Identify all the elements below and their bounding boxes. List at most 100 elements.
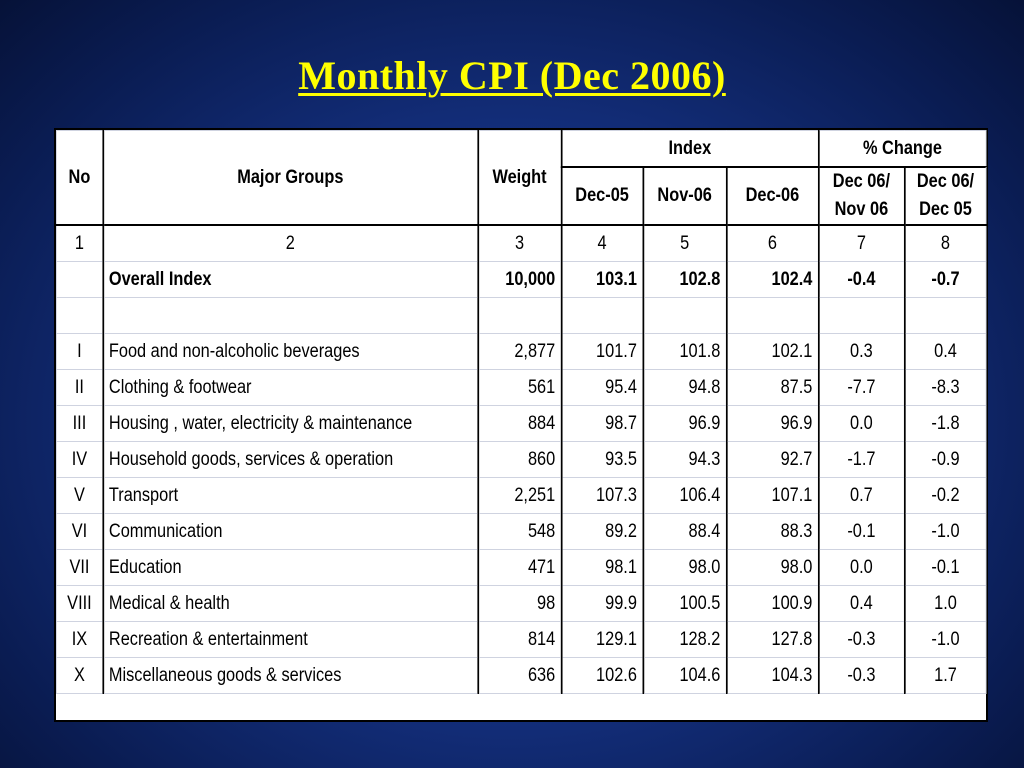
row-chg-mom: -0.3 xyxy=(817,657,905,694)
row-nov06: 101.8 xyxy=(642,333,727,370)
row-major-group: Communication xyxy=(102,513,479,550)
row-chg-mom: 0.7 xyxy=(817,477,905,514)
row-dec05: 98.1 xyxy=(560,549,644,586)
row-dec05: 102.6 xyxy=(560,657,644,694)
header-no: No xyxy=(56,130,104,226)
row-dec06: 100.9 xyxy=(725,585,819,622)
row-dec06: 87.5 xyxy=(725,369,819,406)
table-row: X Miscellaneous goods & services 636 102.6 1… xyxy=(56,657,987,694)
row-major-group: Transport xyxy=(102,477,479,514)
cpi-table-container: No Major Groups Weight Index % Change De… xyxy=(54,128,988,722)
row-major-group: Household goods, services & operation xyxy=(102,441,479,478)
row-no: IV xyxy=(56,441,104,478)
row-dec05: 129.1 xyxy=(560,621,644,658)
overall-chg-yoy: -0.7 xyxy=(903,261,987,298)
row-dec06: 88.3 xyxy=(725,513,819,550)
overall-dec06: 102.4 xyxy=(725,261,819,298)
row-dec05: 95.4 xyxy=(560,369,644,406)
row-weight: 2,877 xyxy=(476,333,562,370)
column-number: 5 xyxy=(642,224,727,262)
row-dec05: 98.7 xyxy=(560,405,644,442)
column-number: 1 xyxy=(56,224,104,262)
row-chg-mom: -0.1 xyxy=(817,513,905,550)
row-major-group: Food and non-alcoholic beverages xyxy=(102,333,479,370)
row-chg-yoy: 1.7 xyxy=(903,657,987,694)
row-major-group: Education xyxy=(102,549,479,586)
cpi-table: No Major Groups Weight Index % Change De… xyxy=(56,130,987,694)
header-dec05: Dec-05 xyxy=(560,166,644,226)
row-major-group: Recreation & entertainment xyxy=(102,621,479,658)
row-weight: 860 xyxy=(476,441,562,478)
row-nov06: 98.0 xyxy=(642,549,727,586)
row-chg-yoy: -1.0 xyxy=(903,621,987,658)
row-nov06: 104.6 xyxy=(642,657,727,694)
row-dec06: 104.3 xyxy=(725,657,819,694)
header-index-group: Index xyxy=(560,130,819,168)
header-change-mom: Dec 06/ Nov 06 xyxy=(817,166,905,226)
row-chg-mom: -7.7 xyxy=(817,369,905,406)
row-dec05: 101.7 xyxy=(560,333,644,370)
row-dec06: 102.1 xyxy=(725,333,819,370)
row-chg-yoy: -1.0 xyxy=(903,513,987,550)
table-row: I Food and non-alcoholic beverages 2,877 10… xyxy=(56,333,987,370)
overall-nov06: 102.8 xyxy=(642,261,727,298)
row-chg-yoy: -8.3 xyxy=(903,369,987,406)
row-nov06: 100.5 xyxy=(642,585,727,622)
spacer-row xyxy=(56,297,987,334)
header-change-yoy-line2: Dec 05 xyxy=(919,199,972,220)
row-chg-mom: -0.3 xyxy=(817,621,905,658)
column-number: 8 xyxy=(903,224,987,262)
row-dec05: 107.3 xyxy=(560,477,644,514)
table-row: IV Household goods, services & operation 8… xyxy=(56,441,987,478)
row-weight: 636 xyxy=(476,657,562,694)
row-major-group: Housing , water, electricity & maintenan… xyxy=(102,405,479,442)
row-chg-yoy: -1.8 xyxy=(903,405,987,442)
column-number: 2 xyxy=(102,224,479,262)
row-chg-mom: 0.0 xyxy=(817,405,905,442)
header-change-mom-line2: Nov 06 xyxy=(834,199,889,220)
header-nov06: Nov-06 xyxy=(642,166,727,226)
table-row: VI Communication 548 89.2 88.4 88.3 -0.1 -1.0 xyxy=(56,513,987,550)
row-no: V xyxy=(56,477,104,514)
header-change-group: % Change xyxy=(817,130,987,168)
table-row: V Transport 2,251 107.3 106.4 107.1 0.7 -0.2 xyxy=(56,477,987,514)
row-nov06: 128.2 xyxy=(642,621,727,658)
table-row: IX Recreation & entertainment 814 129.1 128.… xyxy=(56,621,987,658)
row-major-group: Medical & health xyxy=(102,585,479,622)
row-no: VII xyxy=(56,549,104,586)
overall-no xyxy=(56,261,104,298)
row-nov06: 106.4 xyxy=(642,477,727,514)
row-major-group: Clothing & footwear xyxy=(102,369,479,406)
overall-dec05: 103.1 xyxy=(560,261,644,298)
table-body: I Food and non-alcoholic beverages 2,877 10… xyxy=(56,333,987,694)
column-number: 6 xyxy=(725,224,819,262)
row-nov06: 88.4 xyxy=(642,513,727,550)
header-weight: Weight xyxy=(476,130,562,226)
table-row: II Clothing & footwear 561 95.4 94.8 87.5 -7.7… xyxy=(56,369,987,406)
header-change-yoy: Dec 06/ Dec 05 xyxy=(903,166,987,226)
row-major-group: Miscellaneous goods & services xyxy=(102,657,479,694)
overall-index-row: Overall Index 10,000 103.1 102.8 102.4 -… xyxy=(56,261,987,298)
overall-weight: 10,000 xyxy=(476,261,562,298)
row-weight: 561 xyxy=(476,369,562,406)
row-nov06: 96.9 xyxy=(642,405,727,442)
row-dec06: 96.9 xyxy=(725,405,819,442)
row-chg-mom: 0.3 xyxy=(817,333,905,370)
row-no: X xyxy=(56,657,104,694)
row-weight: 2,251 xyxy=(476,477,562,514)
overall-label: Overall Index xyxy=(102,261,479,298)
row-weight: 884 xyxy=(476,405,562,442)
table-row: III Housing , water, electricity & mainte… xyxy=(56,405,987,442)
row-no: III xyxy=(56,405,104,442)
row-weight: 814 xyxy=(476,621,562,658)
row-chg-yoy: -0.1 xyxy=(903,549,987,586)
row-chg-yoy: -0.9 xyxy=(903,441,987,478)
row-dec05: 89.2 xyxy=(560,513,644,550)
column-number-row: 1 2 3 4 5 6 7 8 xyxy=(56,224,987,262)
row-dec05: 93.5 xyxy=(560,441,644,478)
row-nov06: 94.8 xyxy=(642,369,727,406)
row-dec06: 92.7 xyxy=(725,441,819,478)
column-number: 7 xyxy=(817,224,905,262)
table-row: VII Education 471 98.1 98.0 98.0 0.0 -0.1 xyxy=(56,549,987,586)
overall-chg-mom: -0.4 xyxy=(817,261,905,298)
